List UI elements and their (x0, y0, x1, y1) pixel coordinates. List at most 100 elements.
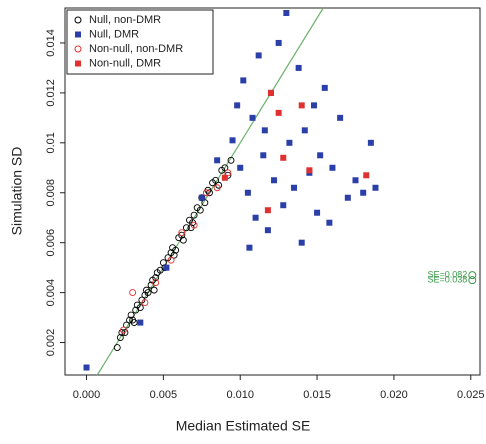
annotation-text: SE=0.038 (428, 275, 468, 285)
point (130, 319, 138, 327)
point (329, 164, 336, 171)
point (275, 39, 282, 46)
point (198, 194, 205, 201)
point (129, 289, 137, 297)
legend-swatch (75, 31, 81, 38)
y-tick-label: 0.004 (45, 279, 57, 307)
point (283, 9, 290, 16)
point (314, 209, 321, 216)
y-tick-label: 0.006 (45, 229, 57, 257)
point (344, 194, 351, 201)
point (141, 299, 149, 307)
point (264, 207, 271, 214)
point (190, 211, 198, 219)
point (150, 286, 158, 294)
legend-label: Non-null, non-DMR (89, 43, 183, 55)
point (214, 157, 221, 164)
point (261, 127, 268, 134)
point (363, 172, 370, 179)
point (280, 154, 287, 161)
point (83, 364, 90, 371)
point (213, 184, 221, 192)
legend-box (66, 9, 214, 75)
legend-swatch (74, 45, 82, 53)
point (179, 236, 187, 244)
y-tick-label: 0.008 (45, 179, 57, 207)
point (170, 251, 178, 259)
point (152, 274, 160, 282)
point (116, 334, 124, 342)
point (267, 89, 274, 96)
point (260, 152, 267, 159)
y-tick-label: 0.002 (45, 329, 57, 357)
point (326, 219, 333, 226)
annotation-point (468, 271, 477, 280)
point (255, 52, 262, 59)
point (317, 152, 324, 159)
point (212, 176, 220, 184)
point (127, 311, 135, 319)
point (291, 184, 298, 191)
point (221, 164, 229, 172)
y-tick-label: 0.014 (45, 29, 57, 57)
point (167, 256, 175, 264)
point (295, 64, 302, 71)
annotation-point (468, 276, 477, 285)
y-tick-label: 0.012 (45, 79, 57, 107)
x-tick-label: 0.005 (150, 389, 178, 401)
point (360, 189, 367, 196)
x-tick-label: 0.000 (73, 389, 101, 401)
point (298, 239, 305, 246)
point (136, 304, 144, 312)
point (152, 279, 160, 287)
legend-label: Null, non-DMR (89, 14, 161, 26)
point (123, 321, 130, 329)
point (337, 114, 344, 121)
x-tick-label: 0.020 (380, 389, 408, 401)
point (144, 289, 152, 297)
point (246, 244, 253, 251)
point (113, 344, 121, 351)
point (249, 114, 256, 121)
point (234, 102, 241, 109)
point (264, 227, 271, 234)
point (280, 202, 287, 209)
point (202, 189, 210, 197)
point (286, 139, 293, 146)
point (240, 77, 247, 84)
point (306, 167, 313, 174)
plot-frame (64, 7, 481, 376)
point (298, 102, 305, 109)
x-tick-label: 0.010 (226, 389, 254, 401)
point (190, 221, 198, 229)
point (178, 231, 186, 239)
point (311, 102, 317, 109)
point (119, 326, 127, 334)
point (237, 164, 244, 171)
point (159, 259, 167, 267)
x-axis-label: Median Estimated SE (176, 418, 311, 434)
point (182, 224, 190, 232)
point (206, 189, 213, 197)
point (163, 264, 170, 271)
point (229, 137, 236, 144)
point (244, 189, 251, 196)
x-tick-label: 0.015 (303, 389, 331, 401)
annotation-text: SE=0.082 (428, 270, 468, 280)
point (221, 174, 228, 181)
point (196, 206, 204, 214)
point (275, 109, 282, 116)
point (172, 246, 180, 254)
point (367, 139, 374, 146)
y-axis-label: Simulation SD (9, 147, 25, 236)
legend-swatch (74, 16, 82, 24)
point (224, 169, 232, 177)
point (372, 184, 379, 191)
x-tick-label: 0.025 (457, 389, 485, 401)
legend-label: Non-null, DMR (89, 57, 161, 69)
point (301, 127, 308, 134)
point (321, 84, 328, 91)
legend-swatch (75, 60, 81, 67)
y-tick-label: 0.01 (45, 132, 57, 153)
